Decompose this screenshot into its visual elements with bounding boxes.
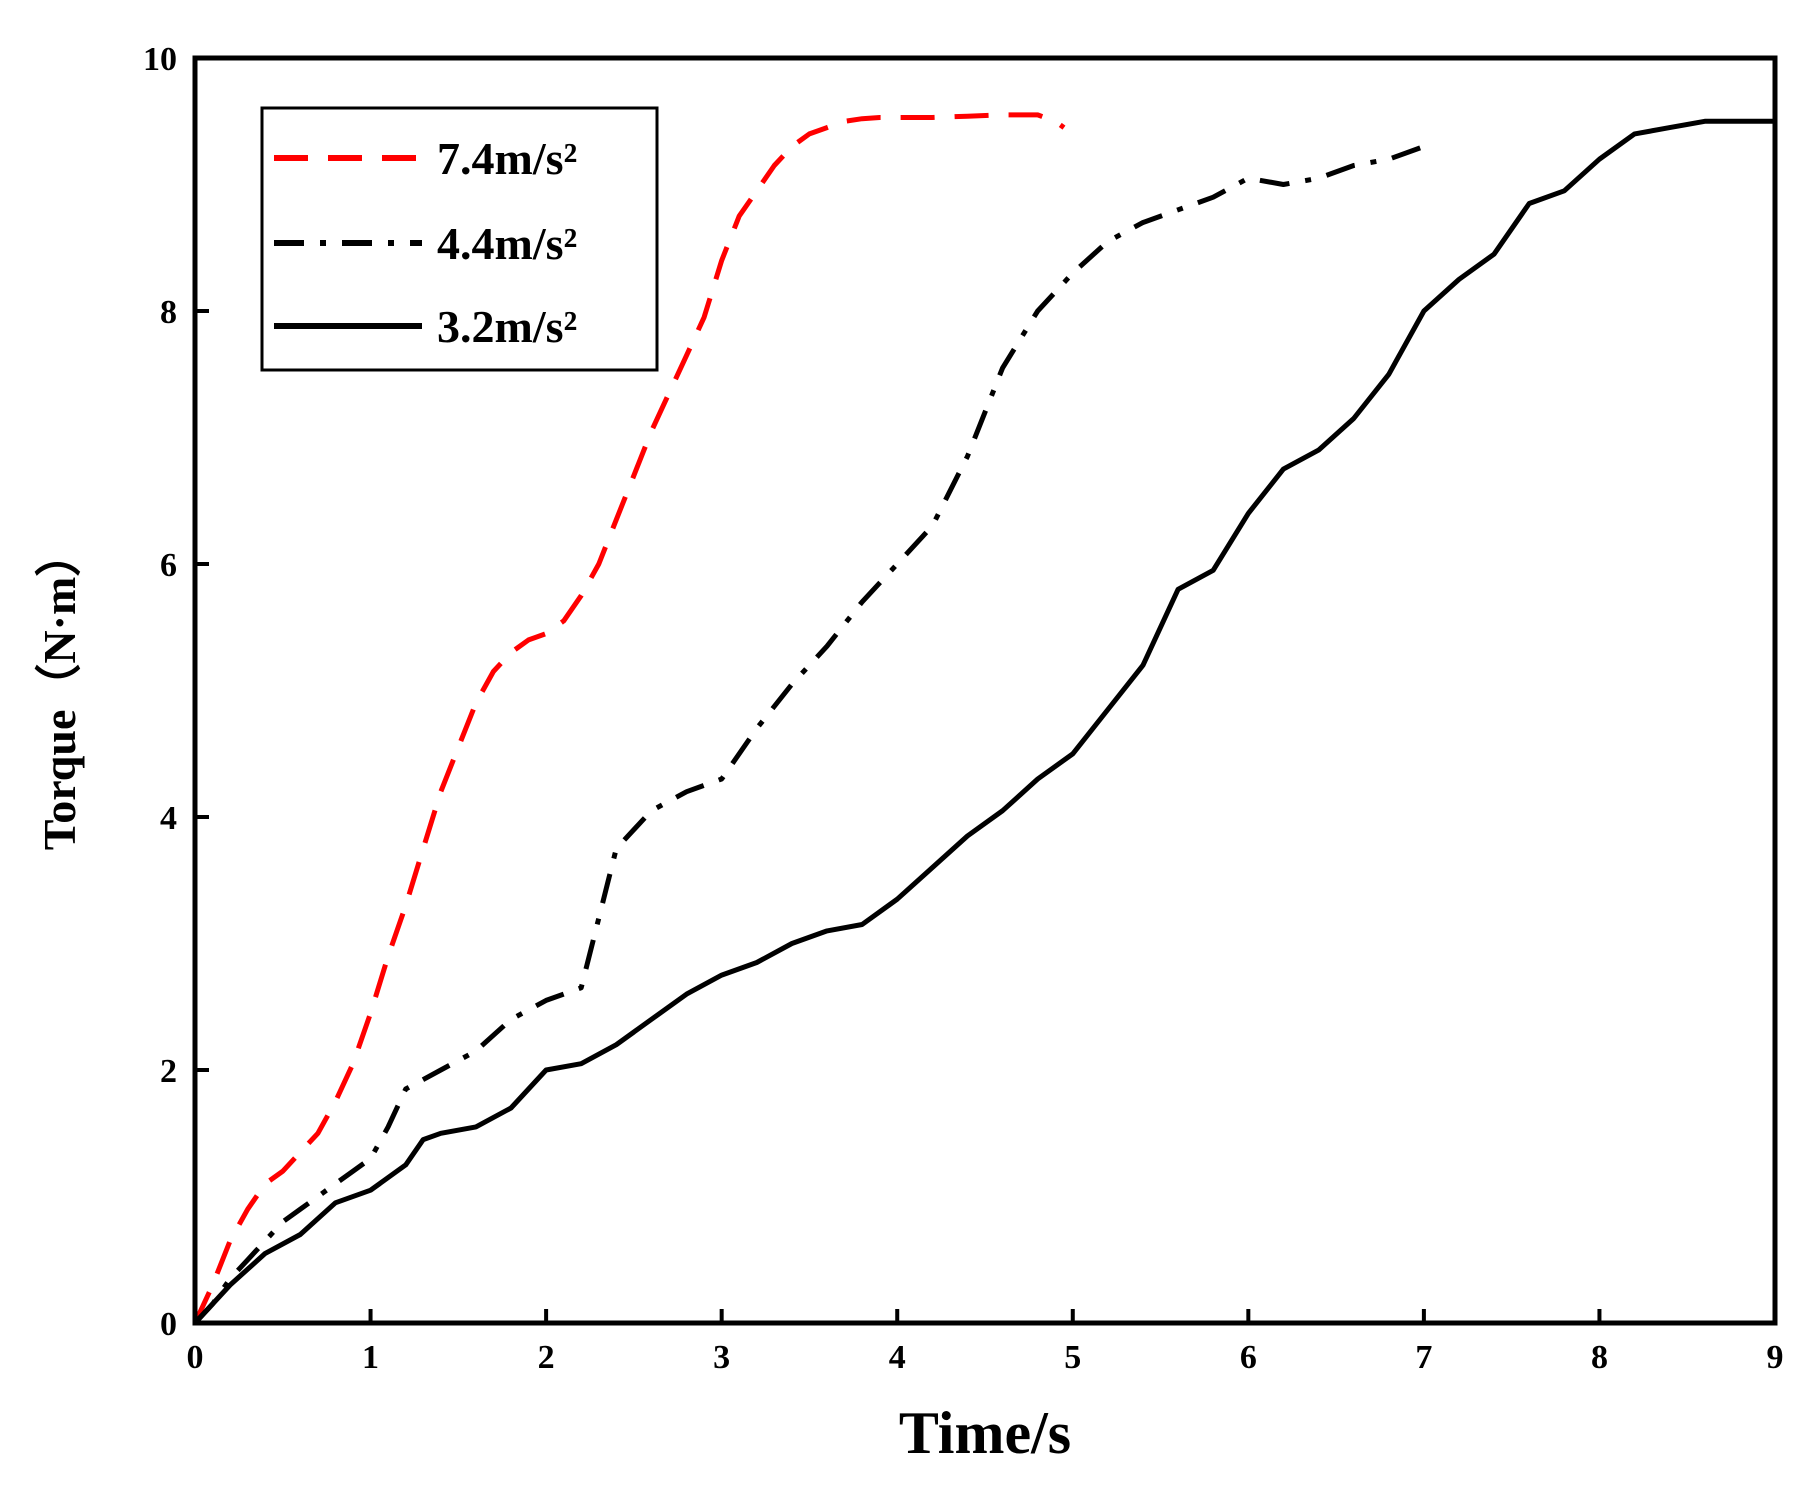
x-tick-label: 0 bbox=[187, 1339, 204, 1376]
y-tick-label: 8 bbox=[160, 294, 177, 331]
x-tick-label: 8 bbox=[1591, 1339, 1608, 1376]
x-tick-label: 6 bbox=[1240, 1339, 1257, 1376]
x-tick-label: 4 bbox=[889, 1339, 906, 1376]
series-line-0 bbox=[192, 112, 1066, 1325]
x-tick-label: 9 bbox=[1767, 1339, 1784, 1376]
y-tick-label: 6 bbox=[160, 547, 177, 584]
y-tick-label: 4 bbox=[160, 800, 177, 837]
legend-label-4-4: 4.4m/s² bbox=[437, 218, 577, 269]
plot-frame bbox=[192, 55, 1778, 1326]
legend: 7.4m/s² 4.4m/s² 3.2m/s² bbox=[260, 106, 659, 372]
legend-label-3-2: 3.2m/s² bbox=[437, 301, 577, 352]
tick-label-layer: 0 1 2 3 4 5 6 7 8 9 0 2 4 6 8 10 bbox=[143, 41, 1784, 1376]
series-line-1 bbox=[193, 144, 1425, 1325]
y-tick-label: 10 bbox=[143, 41, 177, 78]
x-tick-label: 7 bbox=[1415, 1339, 1432, 1376]
x-tick-label: 3 bbox=[713, 1339, 730, 1376]
y-tick-label: 2 bbox=[160, 1053, 177, 1090]
x-axis-title: Time/s bbox=[899, 1400, 1071, 1466]
y-axis-title: Torque（N·m） bbox=[34, 531, 85, 851]
x-tick-label: 1 bbox=[362, 1339, 379, 1376]
legend-label-7-4: 7.4m/s² bbox=[437, 133, 577, 184]
x-tick-label: 2 bbox=[538, 1339, 555, 1376]
x-tick-label: 5 bbox=[1064, 1339, 1081, 1376]
series-layer bbox=[192, 112, 1775, 1325]
series-line-2 bbox=[193, 118, 1775, 1325]
y-tick-label: 0 bbox=[160, 1306, 177, 1343]
